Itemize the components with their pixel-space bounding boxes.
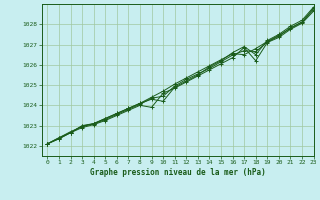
X-axis label: Graphe pression niveau de la mer (hPa): Graphe pression niveau de la mer (hPa) — [90, 168, 266, 177]
